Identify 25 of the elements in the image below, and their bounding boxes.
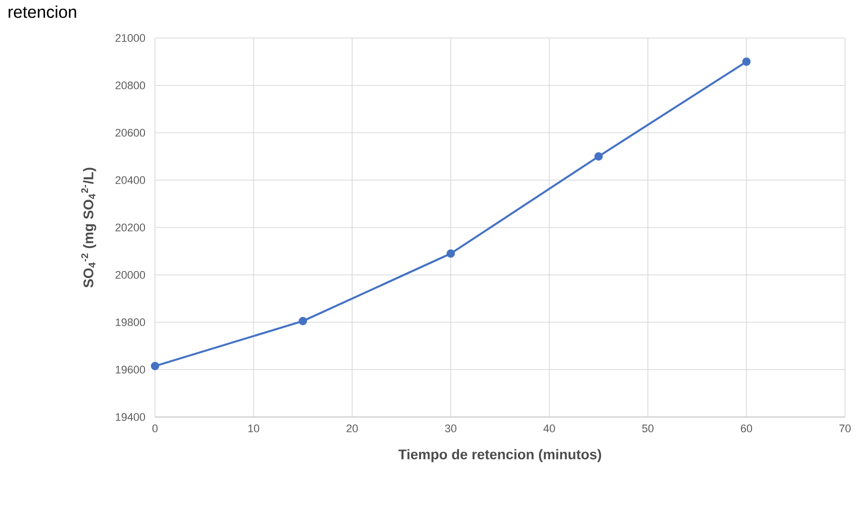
x-tick-label: 20 bbox=[346, 424, 358, 432]
y-tick-label: 20400 bbox=[116, 176, 146, 184]
y-tick-label: 21000 bbox=[116, 34, 146, 42]
y-tick-label: 20800 bbox=[116, 81, 146, 90]
y-axis-title: SO$_{4}$$^{-2}$ (mg SO$_{4}$$^{2-}$/L) bbox=[81, 168, 96, 288]
x-tick-label: 70 bbox=[839, 424, 851, 432]
point bbox=[594, 152, 603, 161]
x-tick-label: 60 bbox=[740, 424, 752, 432]
y-tick-label: 20000 bbox=[116, 270, 146, 279]
x-tick-label: 50 bbox=[642, 424, 654, 432]
y-tick-label: 19800 bbox=[116, 318, 146, 326]
point bbox=[742, 57, 751, 66]
y-tick-label: 19400 bbox=[116, 413, 146, 421]
text: retencion bbox=[8, 6, 76, 18]
x-tick-label: 40 bbox=[543, 424, 555, 432]
x-axis-title: Tiempo de retencion (minutos) bbox=[398, 449, 602, 462]
x-tick-label: 30 bbox=[445, 424, 456, 432]
point bbox=[150, 362, 160, 370]
y-tick-label: 20600 bbox=[116, 128, 146, 137]
y-tick-label: 20200 bbox=[116, 224, 146, 232]
point bbox=[446, 249, 455, 258]
x-tick-label: 0 bbox=[152, 424, 158, 432]
point bbox=[298, 316, 308, 326]
x-tick-label: 10 bbox=[248, 424, 260, 432]
y-tick-label: 19600 bbox=[116, 366, 146, 374]
